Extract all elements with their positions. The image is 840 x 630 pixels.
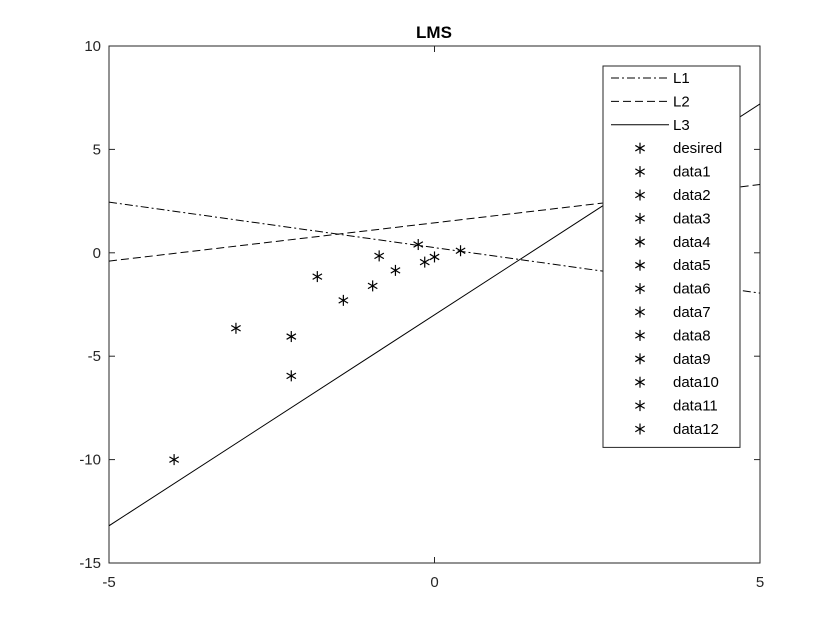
legend-label: data1 [673, 164, 711, 181]
legend-marker-data11 [635, 400, 645, 412]
legend-label: data8 [673, 327, 711, 344]
legend-marker-desired [635, 142, 645, 154]
data-point-data12 [455, 245, 466, 257]
x-tick-label: 5 [756, 574, 764, 591]
y-tick-label: 5 [93, 141, 101, 158]
legend-label: data4 [673, 234, 711, 251]
legend-label: L3 [673, 117, 690, 134]
y-tick-label: 10 [84, 38, 101, 55]
x-tick-label: 0 [430, 574, 438, 591]
legend-marker-data2 [635, 189, 645, 201]
legend-marker-data8 [635, 329, 645, 341]
legend-marker-data12 [635, 423, 645, 435]
legend-marker-data3 [635, 212, 645, 224]
data-point-data3 [286, 370, 297, 382]
legend-label: L1 [673, 70, 690, 87]
data-point-desired [169, 454, 180, 466]
legend-label: L2 [673, 93, 690, 110]
legend-marker-data9 [635, 353, 645, 365]
data-point-data10 [419, 256, 430, 268]
data-point-data7 [374, 250, 385, 262]
data-point-data1 [230, 322, 241, 334]
legend-label: data9 [673, 351, 711, 368]
legend-label: data11 [673, 398, 718, 415]
y-tick-label: -10 [79, 452, 101, 469]
legend-marker-data4 [635, 236, 645, 248]
data-point-data11 [429, 251, 440, 263]
legend-label: data6 [673, 281, 711, 298]
legend-label: desired [673, 140, 722, 157]
legend-label: data3 [673, 210, 711, 227]
data-point-data8 [390, 264, 401, 276]
data-point-data6 [367, 280, 378, 292]
legend-label: data2 [673, 187, 711, 204]
legend-marker-data7 [635, 306, 645, 318]
y-tick-label: -5 [88, 348, 101, 365]
data-point-data4 [312, 271, 323, 283]
data-point-data5 [338, 294, 349, 306]
legend-label: data7 [673, 304, 711, 321]
chart-title: LMS [416, 23, 452, 42]
legend-marker-data1 [635, 166, 645, 178]
legend-label: data12 [673, 421, 719, 438]
y-tick-label: 0 [93, 245, 101, 262]
legend-box [602, 65, 741, 448]
legend: L1 L2 L3 desired data1 data2 data3 data4 data5 da… [602, 65, 741, 448]
legend-label: data10 [673, 374, 719, 391]
x-tick-label: -5 [102, 574, 115, 591]
data-point-data9 [413, 239, 424, 251]
legend-marker-data5 [635, 259, 645, 271]
y-tick-label: -15 [79, 555, 101, 572]
legend-marker-data10 [635, 376, 645, 388]
legend-label: data5 [673, 257, 711, 274]
legend-marker-data6 [635, 283, 645, 295]
data-point-data2 [286, 331, 297, 343]
